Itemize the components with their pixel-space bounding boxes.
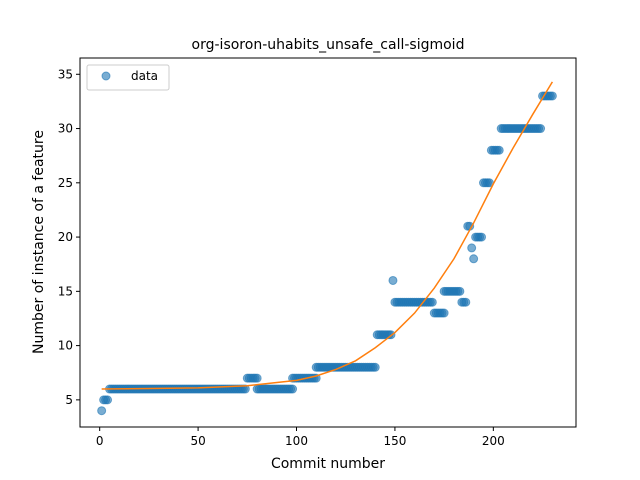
- y-tick-label: 20: [58, 230, 73, 244]
- x-tick-label: 150: [383, 434, 406, 448]
- y-tick-label: 10: [58, 339, 73, 353]
- sigmoid-fit-line: [101, 81, 554, 390]
- y-tick-label: 30: [58, 122, 73, 136]
- data-point: [97, 406, 107, 416]
- data-point: [547, 91, 557, 101]
- x-axis: 0 50 100 150 200: [96, 427, 505, 448]
- data-point: [370, 362, 380, 372]
- x-tick-label: 200: [482, 434, 505, 448]
- data-point: [477, 232, 487, 242]
- legend-box: [86, 64, 170, 91]
- chart-title: org-isoron-uhabits_unsafe_call-sigmoid: [192, 37, 465, 53]
- data-point: [103, 395, 113, 405]
- data-point: [288, 384, 298, 394]
- x-axis-label: Commit number: [271, 456, 385, 472]
- y-tick-label: 35: [58, 67, 73, 81]
- x-tick-label: 0: [96, 434, 104, 448]
- y-axis: 5 10 15 20 25 30 35: [58, 67, 80, 407]
- data-point: [536, 124, 546, 134]
- legend-label-data: data: [131, 69, 158, 83]
- plot-marks: [97, 81, 557, 416]
- y-tick-label: 5: [65, 393, 73, 407]
- data-point: [455, 286, 465, 296]
- legend-marker-data: [101, 71, 111, 81]
- data-point: [240, 384, 250, 394]
- plot-frame: [79, 57, 577, 428]
- y-tick-label: 15: [58, 284, 73, 298]
- data-point: [461, 297, 471, 307]
- data-point: [494, 145, 504, 155]
- data-point: [467, 243, 477, 253]
- data-point: [252, 373, 262, 383]
- legend: data: [86, 64, 170, 91]
- x-tick-label: 50: [190, 434, 205, 448]
- data-point: [388, 275, 398, 285]
- y-axis-label: Number of instance of a feature: [31, 130, 47, 354]
- data-point: [427, 297, 437, 307]
- x-tick-label: 100: [285, 434, 308, 448]
- data-point: [469, 254, 479, 264]
- data-point: [439, 308, 449, 318]
- y-tick-label: 25: [58, 176, 73, 190]
